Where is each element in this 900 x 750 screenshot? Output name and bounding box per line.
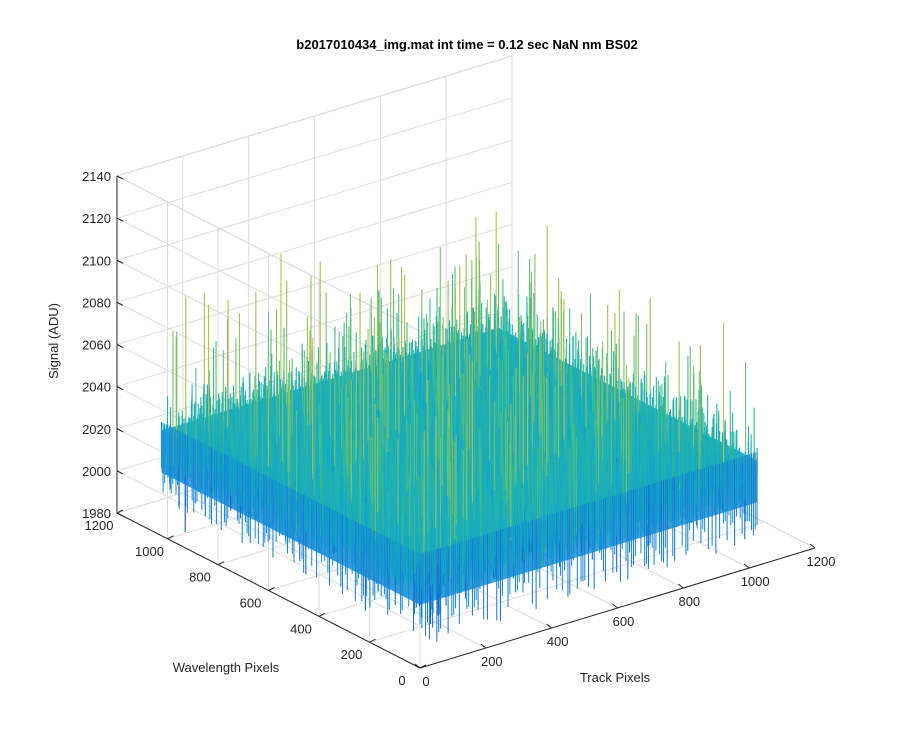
grid-line-z-back xyxy=(116,55,513,177)
surface-mesh xyxy=(160,211,758,642)
grid-line-z-back xyxy=(116,224,513,345)
grid-line-z-back xyxy=(116,97,513,219)
grid-line-z-left xyxy=(116,175,421,332)
grid-line-y-floor xyxy=(369,521,765,643)
grid-line-z-back xyxy=(116,181,513,303)
grid-line-z-back xyxy=(116,266,513,388)
grid-line-z-back xyxy=(116,139,513,261)
grid-line-z-left xyxy=(116,217,421,374)
